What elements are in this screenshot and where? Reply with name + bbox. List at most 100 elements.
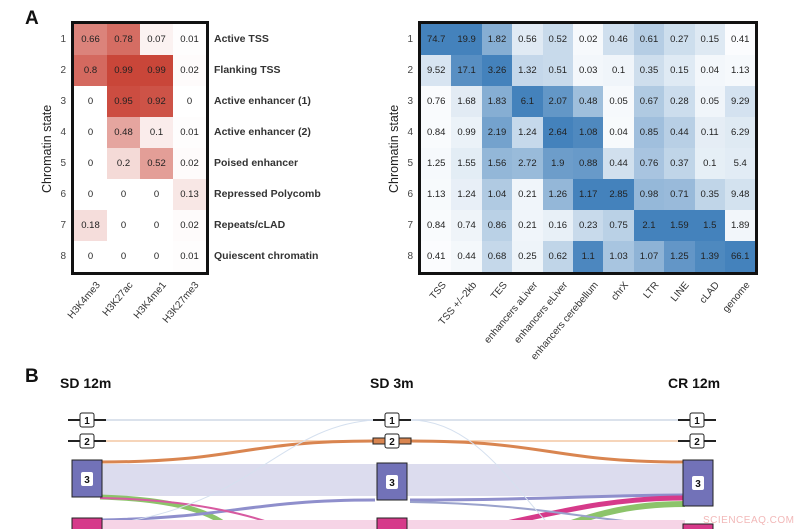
heatmap-cell: 0.1 (603, 55, 634, 86)
state-label: Active enhancer (2) (214, 125, 311, 138)
heatmap-cell: 0.85 (633, 117, 665, 148)
heatmap-cell: 0.99 (107, 55, 140, 86)
node-label: 1 (84, 416, 90, 427)
heatmap-cell: 0.8 (74, 55, 107, 86)
heatmap-cell: 0.74 (451, 210, 482, 241)
heatmap-cell: 0 (74, 148, 107, 179)
row-tick-label: 8 (407, 250, 413, 262)
heatmap-cell: 0.76 (633, 148, 665, 179)
state-label: Active TSS (214, 32, 269, 45)
heatmap-cell: 1.25 (421, 148, 452, 179)
panel-b-letter: B (25, 366, 39, 387)
heatmap-cell: 1.17 (573, 179, 604, 210)
heatmap-cell: 0.84 (421, 210, 452, 241)
heatmap-cell: 0.37 (664, 148, 695, 179)
column-label: H3K27ac (101, 280, 136, 319)
sankey-nodes: 1 2 1 2 1 2 3 3 3 (68, 412, 716, 529)
heatmap-cell: 0.98 (633, 179, 665, 210)
heatmap-cell: 0.01 (173, 117, 206, 148)
heatmap-cell: 0.52 (140, 148, 173, 179)
state-label: Repressed Polycomb (214, 187, 321, 200)
sankey-column-title-sd12m: SD 12m (60, 375, 112, 391)
node-cr12m-4 (682, 523, 714, 529)
node-label: 3 (695, 479, 701, 490)
column-label: LINE (669, 280, 692, 305)
node-label: 2 (84, 437, 90, 448)
state-label: Poised enhancer (214, 156, 299, 169)
heatmap-cell: 1.5 (694, 210, 725, 241)
heatmap-cell: 0.21 (512, 210, 543, 241)
heatmap-cell: 0.1 (140, 117, 173, 148)
heatmap-cell: 1.25 (664, 241, 695, 272)
heatmap-cell: 1.82 (481, 24, 513, 55)
heatmap-cell: 1.55 (451, 148, 482, 179)
node-label: 3 (84, 475, 90, 486)
row-tick-label: 2 (407, 64, 413, 76)
node-label: 1 (389, 416, 395, 427)
heatmap-cell: 0.88 (573, 148, 604, 179)
column-label: H3K4me3 (65, 280, 103, 322)
heatmap-cell: 0.1 (694, 148, 725, 179)
heatmap-cell: 0.84 (421, 117, 452, 148)
heatmap-cell: 0.02 (173, 148, 206, 179)
heatmap-cell: 1.32 (512, 55, 543, 86)
heatmap-cell: 2.07 (542, 86, 573, 117)
heatmap-cell: 1.39 (694, 241, 725, 272)
column-label: enhancers aLiver (482, 280, 540, 346)
heatmap-cell: 0 (74, 117, 107, 148)
heatmap-cell: 0.86 (481, 210, 513, 241)
node-sd3m-1 (373, 412, 411, 428)
heatmap-cell: 0.44 (664, 117, 695, 148)
row-tick-label: 5 (407, 157, 413, 169)
heatmap-frame (418, 21, 759, 275)
heatmap-cell: 0.18 (74, 210, 107, 241)
node-cr12m-2 (678, 433, 716, 449)
row-tick-label: 6 (60, 188, 66, 200)
heatmap-cell: 0 (74, 86, 107, 117)
heatmap-cell: 0.28 (664, 86, 695, 117)
column-label: chrX (609, 280, 632, 303)
heatmap-cell: 1.13 (421, 179, 452, 210)
node-sd12m-4 (71, 517, 103, 529)
heatmap-cell: 0.23 (573, 210, 604, 241)
heatmap-cell: 0.41 (421, 241, 452, 272)
heatmap-cell: 9.48 (725, 179, 756, 210)
heatmap-cell: 9.52 (421, 55, 452, 86)
y-axis-label: Chromatin state (40, 104, 54, 193)
heatmap-cell: 0.04 (603, 117, 634, 148)
heatmap-cell: 0.46 (603, 24, 634, 55)
column-label: cLAD (698, 280, 723, 306)
heatmap-cell: 0 (140, 179, 173, 210)
heatmap-cell: 0.02 (573, 24, 604, 55)
node-sd3m-2 (372, 433, 412, 449)
heatmap-cell: 0 (107, 210, 140, 241)
row-tick-label: 3 (60, 95, 66, 107)
heatmap-cell: 9.29 (725, 86, 756, 117)
heatmap-cell: 0.2 (107, 148, 140, 179)
heatmap-cell: 0.71 (664, 179, 695, 210)
heatmap-cell: 0.75 (603, 210, 634, 241)
node-label: 2 (389, 437, 395, 448)
heatmap-cell: 0.41 (725, 24, 756, 55)
heatmap-cell: 0.02 (173, 210, 206, 241)
flow-3-2-a (99, 439, 376, 464)
heatmap-cell: 0.02 (173, 55, 206, 86)
watermark: SCIENCEAQ.COM (703, 515, 795, 526)
heatmap-cell: 0 (173, 86, 206, 117)
flow-2-3-b (409, 439, 686, 464)
heatmap-cell: 1.9 (542, 148, 573, 179)
node-sd12m-2 (68, 433, 106, 449)
flow-faint-1 (99, 419, 376, 526)
heatmap-cell: 0.99 (451, 117, 482, 148)
heatmap-cell: 1.56 (481, 148, 513, 179)
heatmap-cell: 0 (74, 241, 107, 272)
row-tick-label: 7 (60, 219, 66, 231)
heatmap-cell: 66.1 (725, 241, 756, 272)
heatmap-cell: 0.61 (633, 24, 665, 55)
heatmap-cell: 0 (140, 241, 173, 272)
heatmap-cell: 1.24 (451, 179, 482, 210)
state-label: Active enhancer (1) (214, 94, 311, 107)
node-sd3m-4 (376, 517, 408, 529)
row-tick-label: 3 (407, 95, 413, 107)
